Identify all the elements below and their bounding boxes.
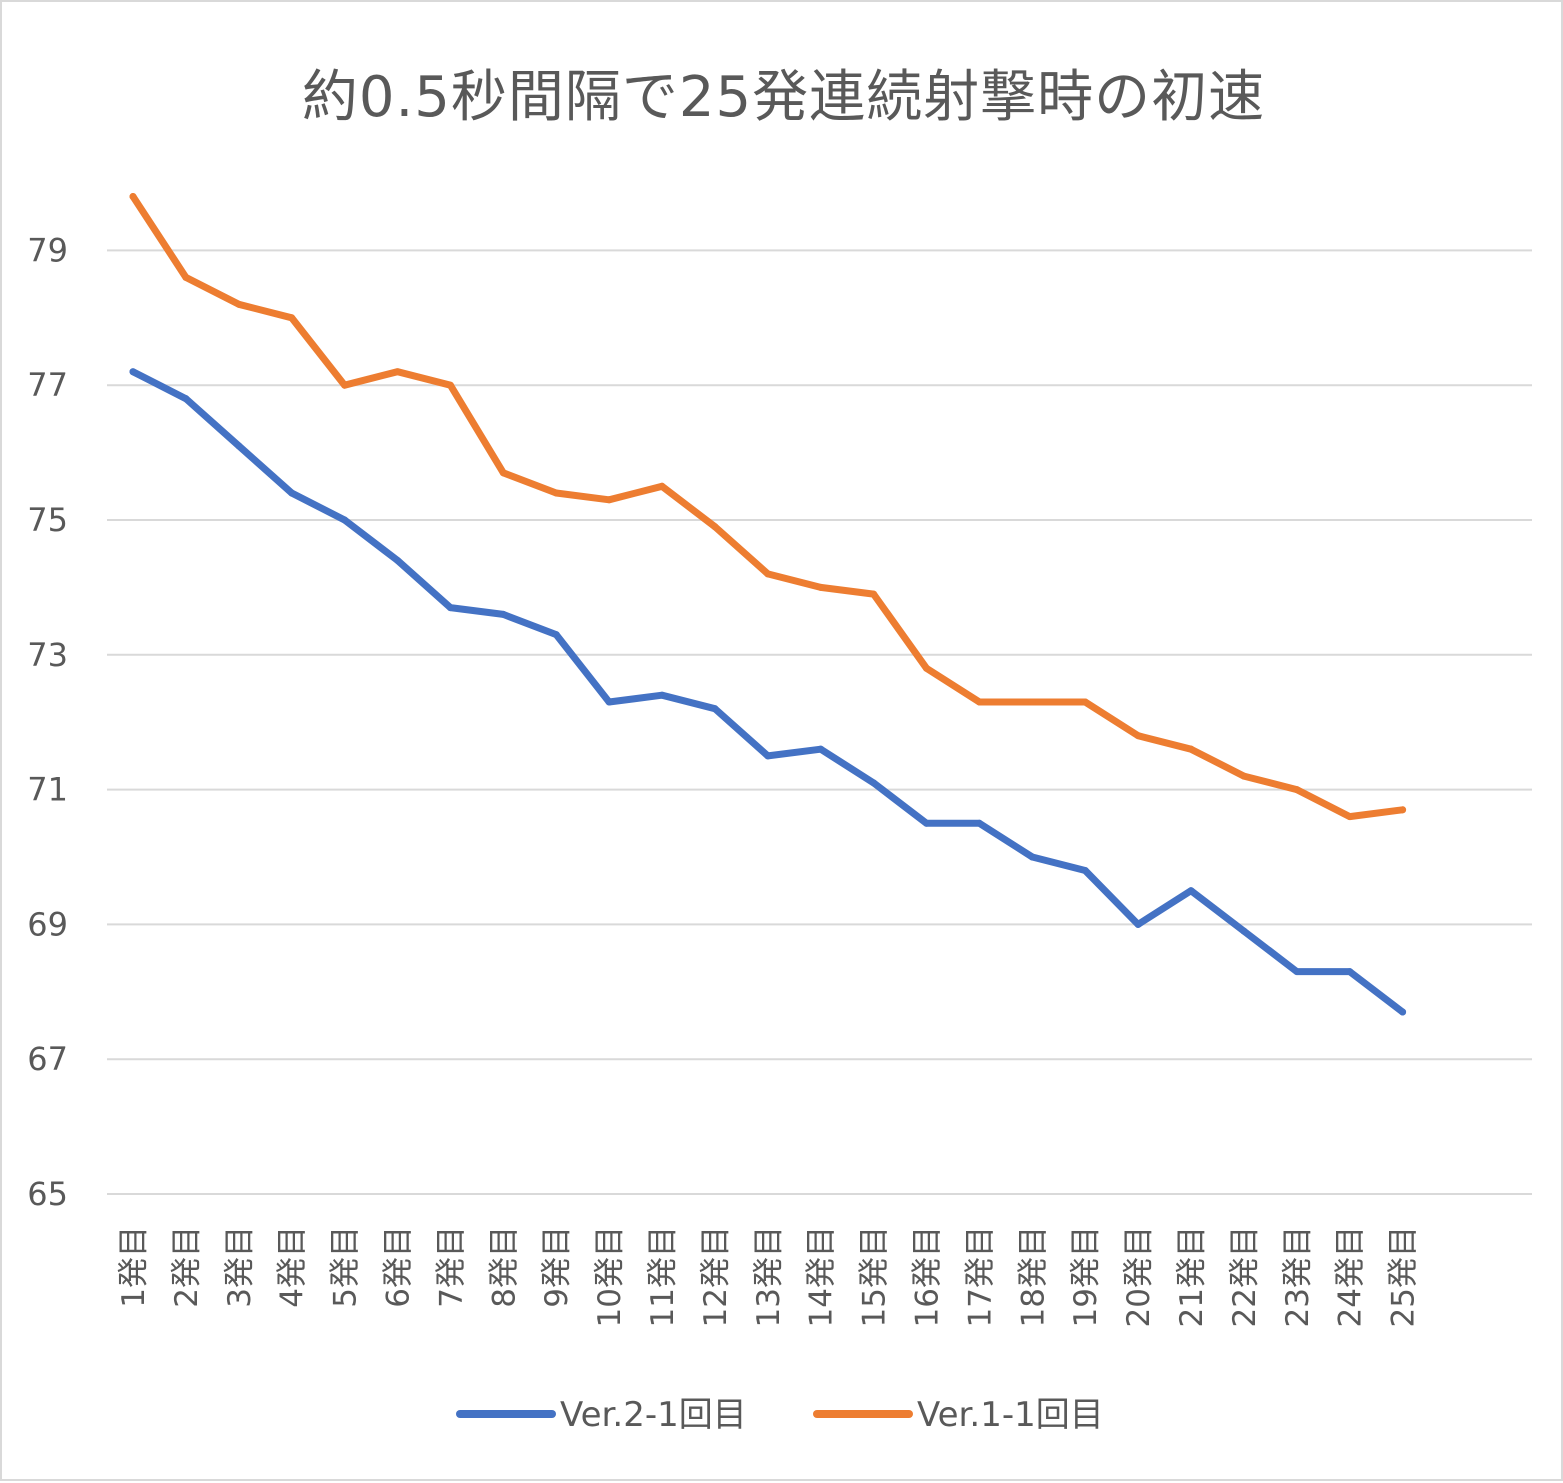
data-point bbox=[975, 819, 983, 827]
data-point bbox=[341, 381, 349, 389]
data-point bbox=[341, 516, 349, 524]
y-tick-label: 65 bbox=[27, 1175, 68, 1213]
data-point bbox=[499, 610, 507, 618]
data-point bbox=[1187, 745, 1195, 753]
data-point bbox=[288, 489, 296, 497]
data-point bbox=[1081, 698, 1089, 706]
data-point bbox=[552, 631, 560, 639]
data-point bbox=[1399, 806, 1407, 814]
x-tick-label: 22発目 bbox=[1227, 1226, 1263, 1327]
data-point bbox=[1028, 853, 1036, 861]
y-tick-label: 71 bbox=[27, 771, 68, 809]
data-point bbox=[923, 664, 930, 672]
data-point bbox=[1240, 772, 1248, 780]
x-tick-label: 8発目 bbox=[486, 1226, 522, 1308]
x-tick-label: 2発目 bbox=[169, 1226, 205, 1308]
data-point bbox=[499, 469, 507, 477]
data-point bbox=[1187, 887, 1195, 895]
data-point bbox=[1346, 968, 1354, 976]
data-point bbox=[394, 368, 401, 376]
x-tick-label: 14発目 bbox=[804, 1226, 840, 1327]
y-tick-label: 73 bbox=[27, 636, 68, 674]
legend-label: Ver.2-1回目 bbox=[560, 1395, 747, 1435]
data-point bbox=[446, 604, 454, 612]
data-point bbox=[1081, 866, 1089, 874]
y-tick-label: 69 bbox=[27, 905, 68, 943]
x-tick-label: 10発目 bbox=[592, 1226, 628, 1327]
data-point bbox=[1346, 813, 1354, 821]
x-tick-label: 13発目 bbox=[751, 1226, 787, 1327]
data-point bbox=[1134, 920, 1142, 928]
x-tick-label: 12発目 bbox=[698, 1226, 734, 1327]
data-point bbox=[605, 496, 613, 504]
data-point bbox=[870, 590, 878, 598]
x-tick-label: 23発目 bbox=[1280, 1226, 1316, 1327]
data-point bbox=[975, 698, 983, 706]
data-point bbox=[764, 752, 772, 760]
data-point bbox=[288, 314, 296, 322]
data-point bbox=[817, 583, 825, 591]
chart-title: 約0.5秒間隔で25発連続射撃時の初速 bbox=[301, 65, 1266, 130]
data-point bbox=[235, 442, 243, 450]
data-point bbox=[1134, 732, 1142, 740]
x-tick-label: 7発目 bbox=[433, 1226, 469, 1308]
x-tick-label: 19発目 bbox=[1068, 1226, 1104, 1327]
x-tick-label: 11発目 bbox=[645, 1226, 681, 1327]
data-point bbox=[1240, 927, 1248, 935]
data-point bbox=[394, 556, 401, 564]
x-tick-label: 21発目 bbox=[1174, 1226, 1210, 1327]
data-point bbox=[605, 698, 613, 706]
x-tick-label: 20発目 bbox=[1121, 1226, 1157, 1327]
data-point bbox=[870, 779, 878, 787]
x-tick-label: 1発目 bbox=[116, 1226, 152, 1308]
data-point bbox=[182, 395, 190, 403]
data-point bbox=[235, 300, 243, 308]
x-tick-label: 3発目 bbox=[222, 1226, 258, 1308]
data-point bbox=[711, 705, 719, 713]
x-tick-label: 16発目 bbox=[910, 1226, 946, 1327]
data-point bbox=[129, 368, 137, 376]
x-tick-label: 17発目 bbox=[962, 1226, 998, 1327]
data-point bbox=[129, 192, 137, 200]
x-tick-label: 9発目 bbox=[539, 1226, 575, 1308]
x-tick-label: 5発目 bbox=[328, 1226, 364, 1308]
y-tick-label: 75 bbox=[27, 501, 68, 539]
y-tick-label: 77 bbox=[27, 366, 68, 404]
data-point bbox=[711, 523, 719, 531]
data-point bbox=[182, 273, 190, 281]
data-point bbox=[764, 570, 772, 578]
x-tick-label: 4発目 bbox=[275, 1226, 311, 1308]
data-point bbox=[1293, 786, 1301, 794]
data-point bbox=[658, 482, 666, 490]
data-point bbox=[1399, 1008, 1407, 1016]
data-point bbox=[923, 819, 930, 827]
data-point bbox=[817, 745, 825, 753]
x-tick-label: 18発目 bbox=[1015, 1226, 1051, 1327]
data-point bbox=[1293, 968, 1301, 976]
x-tick-label: 25発目 bbox=[1386, 1226, 1422, 1327]
data-point bbox=[658, 691, 666, 699]
y-tick-label: 67 bbox=[27, 1040, 68, 1078]
y-tick-label: 79 bbox=[27, 231, 68, 269]
data-point bbox=[446, 381, 454, 389]
x-tick-label: 24発目 bbox=[1333, 1226, 1369, 1327]
data-point bbox=[1028, 698, 1036, 706]
data-point bbox=[552, 489, 560, 497]
legend-label: Ver.1-1回目 bbox=[917, 1395, 1104, 1435]
x-tick-label: 6発目 bbox=[381, 1226, 417, 1308]
series-line-1 bbox=[129, 368, 1407, 1016]
x-tick-label: 15発目 bbox=[857, 1226, 893, 1327]
